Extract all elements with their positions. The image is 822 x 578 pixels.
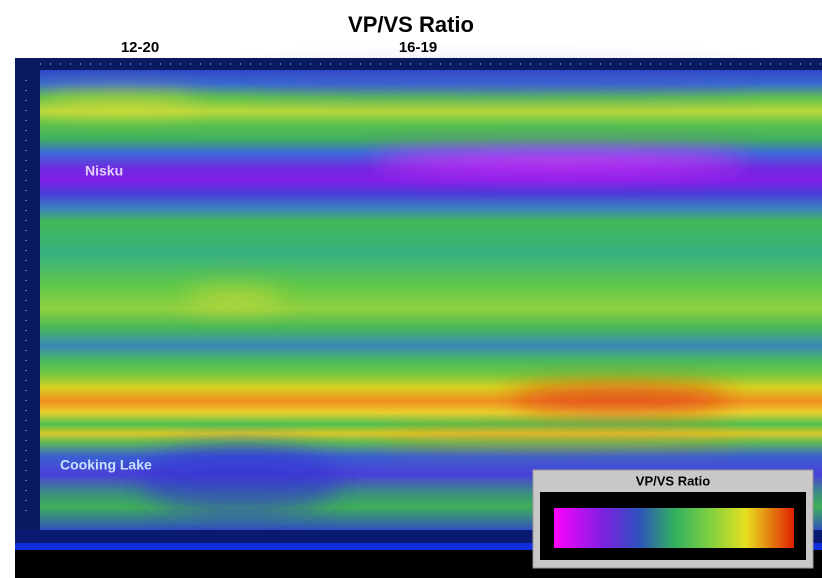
- title: VP/VS Ratio: [348, 12, 474, 37]
- legend-scale: [554, 508, 794, 548]
- well-label: 16-19: [399, 39, 437, 56]
- well-label: 12-20: [121, 39, 159, 56]
- horizon-label: Nisku: [85, 163, 123, 179]
- legend-title: VP/VS Ratio: [636, 473, 710, 488]
- screenshot: VP/VS Ratio 12-20 16-19 Nisku Cooking La…: [0, 0, 822, 578]
- left-axis: [15, 58, 40, 530]
- horizon-label: Cooking Lake: [60, 457, 152, 473]
- legend: VP/VS Ratio: [533, 470, 813, 568]
